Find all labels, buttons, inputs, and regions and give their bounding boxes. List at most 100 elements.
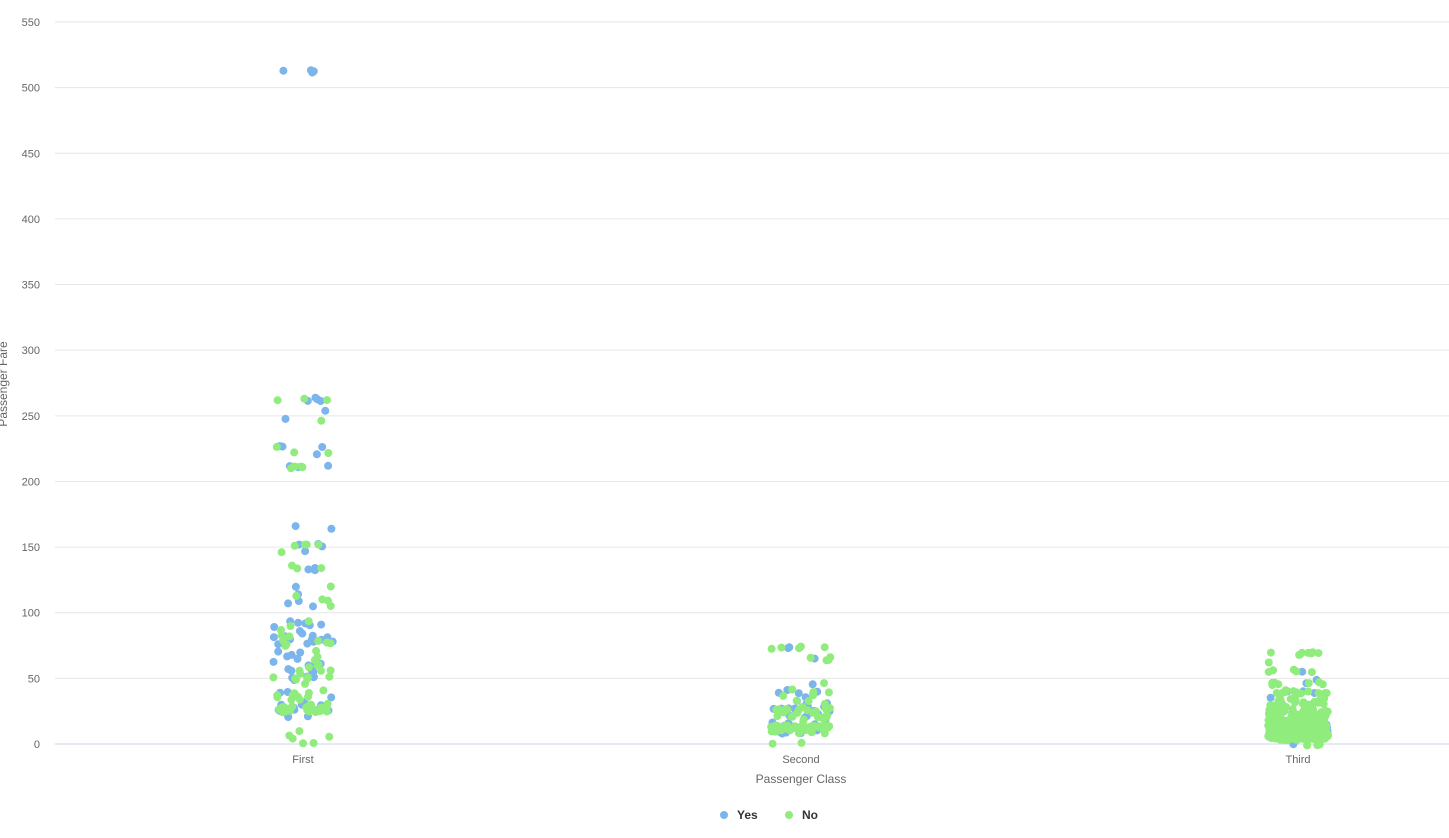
data-point-no[interactable] — [1304, 679, 1313, 688]
legend-item-yes[interactable]: Yes — [720, 808, 758, 822]
data-point-no[interactable] — [326, 639, 335, 648]
data-point-no[interactable] — [797, 738, 806, 747]
data-point-yes[interactable] — [321, 406, 330, 415]
data-point-no[interactable] — [299, 739, 307, 748]
data-point-no[interactable] — [820, 729, 829, 738]
data-point-no[interactable] — [292, 591, 301, 600]
data-point-yes[interactable] — [279, 66, 288, 75]
data-point-yes[interactable] — [278, 442, 287, 451]
data-point-no[interactable] — [305, 663, 313, 672]
data-point-no[interactable] — [1315, 740, 1324, 749]
data-point-no[interactable] — [325, 732, 334, 741]
data-point-yes[interactable] — [281, 414, 290, 423]
data-point-no[interactable] — [820, 643, 829, 652]
data-point-no[interactable] — [1321, 733, 1330, 742]
data-point-no[interactable] — [326, 602, 335, 610]
data-point-no[interactable] — [1272, 689, 1281, 697]
data-point-no[interactable] — [795, 644, 803, 653]
data-point-yes[interactable] — [1266, 693, 1275, 702]
data-point-yes[interactable] — [284, 665, 293, 674]
data-point-no[interactable] — [1303, 741, 1312, 750]
data-point-no[interactable] — [317, 416, 326, 425]
data-point-no[interactable] — [1308, 733, 1317, 742]
data-point-no[interactable] — [314, 540, 323, 549]
data-point-no[interactable] — [792, 696, 801, 705]
data-point-yes[interactable] — [317, 620, 326, 629]
data-point-no[interactable] — [285, 632, 294, 641]
data-point-yes[interactable] — [284, 599, 293, 608]
data-point-yes[interactable] — [318, 443, 327, 451]
data-point-no[interactable] — [777, 643, 786, 652]
data-point-no[interactable] — [273, 396, 282, 405]
data-point-no[interactable] — [1289, 665, 1298, 674]
data-point-yes[interactable] — [291, 582, 300, 591]
data-point-no[interactable] — [322, 707, 331, 716]
data-point-no[interactable] — [1291, 698, 1299, 707]
data-point-yes[interactable] — [309, 67, 318, 76]
data-point-no[interactable] — [820, 679, 828, 688]
data-point-no[interactable] — [1296, 650, 1305, 659]
data-point-no[interactable] — [291, 674, 300, 683]
data-point-yes[interactable] — [296, 648, 305, 657]
data-point-yes[interactable] — [327, 693, 336, 702]
data-point-yes[interactable] — [808, 680, 817, 689]
data-point-no[interactable] — [300, 394, 309, 403]
data-point-no[interactable] — [1273, 733, 1281, 742]
data-point-no[interactable] — [297, 462, 306, 471]
data-point-no[interactable] — [788, 685, 797, 694]
data-point-no[interactable] — [295, 695, 304, 704]
data-point-no[interactable] — [1307, 668, 1316, 677]
data-point-no[interactable] — [309, 739, 318, 747]
data-point-no[interactable] — [779, 708, 788, 717]
data-point-no[interactable] — [1318, 680, 1327, 689]
data-point-no[interactable] — [293, 564, 302, 573]
legend-item-no[interactable]: No — [785, 808, 818, 822]
data-point-no[interactable] — [1268, 681, 1277, 690]
data-point-no[interactable] — [304, 617, 313, 626]
data-point-no[interactable] — [767, 644, 776, 653]
data-point-no[interactable] — [281, 641, 290, 650]
data-point-no[interactable] — [1314, 689, 1323, 698]
data-point-yes[interactable] — [309, 602, 317, 611]
data-point-no[interactable] — [1308, 648, 1317, 657]
data-point-no[interactable] — [1283, 736, 1292, 745]
data-point-no[interactable] — [314, 636, 323, 645]
data-point-no[interactable] — [779, 691, 788, 700]
data-point-no[interactable] — [295, 727, 304, 736]
data-point-no[interactable] — [808, 708, 817, 717]
data-point-no[interactable] — [802, 726, 810, 734]
data-point-no[interactable] — [326, 666, 335, 675]
data-point-no[interactable] — [821, 704, 830, 713]
data-point-yes[interactable] — [327, 524, 336, 533]
data-point-yes[interactable] — [316, 397, 325, 405]
data-point-no[interactable] — [768, 739, 777, 748]
data-point-no[interactable] — [319, 686, 328, 695]
data-point-no[interactable] — [777, 726, 786, 735]
data-point-no[interactable] — [809, 691, 817, 700]
data-point-no[interactable] — [824, 655, 833, 664]
data-point-yes[interactable] — [293, 654, 302, 663]
data-point-yes[interactable] — [324, 461, 333, 470]
data-point-no[interactable] — [1264, 658, 1273, 667]
data-point-no[interactable] — [326, 582, 335, 591]
data-point-no[interactable] — [772, 705, 781, 714]
data-point-no[interactable] — [287, 695, 296, 704]
data-point-yes[interactable] — [298, 629, 307, 638]
data-point-no[interactable] — [788, 712, 797, 721]
data-point-no[interactable] — [302, 540, 311, 549]
data-point-yes[interactable] — [304, 565, 313, 574]
data-point-no[interactable] — [784, 725, 793, 734]
data-point-no[interactable] — [1304, 687, 1313, 696]
data-point-no[interactable] — [290, 541, 299, 550]
data-point-yes[interactable] — [291, 522, 300, 531]
data-point-no[interactable] — [1292, 690, 1301, 699]
data-point-no[interactable] — [285, 706, 294, 715]
data-point-no[interactable] — [286, 622, 295, 630]
data-point-no[interactable] — [324, 449, 333, 457]
data-point-no[interactable] — [767, 727, 776, 736]
data-point-no[interactable] — [304, 707, 313, 716]
data-point-yes[interactable] — [784, 644, 793, 653]
data-point-no[interactable] — [301, 679, 309, 688]
data-point-no[interactable] — [273, 693, 282, 702]
data-point-no[interactable] — [323, 396, 331, 405]
